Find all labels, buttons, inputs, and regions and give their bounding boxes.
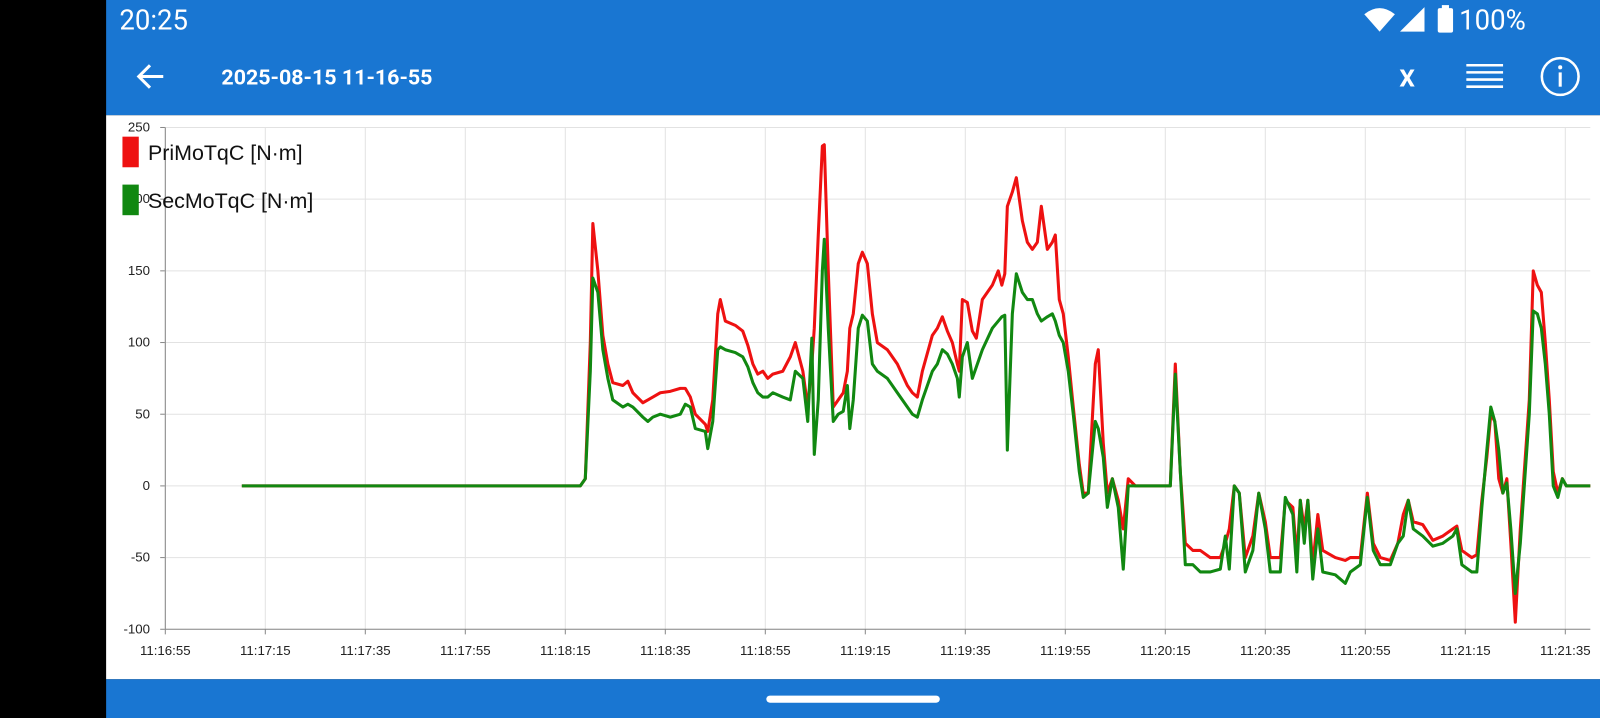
legend-swatch bbox=[122, 184, 139, 216]
y-tick-label: -100 bbox=[123, 621, 150, 636]
x-tick-label: 11:19:15 bbox=[840, 643, 891, 658]
home-indicator[interactable] bbox=[766, 695, 940, 703]
x-tick-label: 11:18:35 bbox=[640, 643, 691, 658]
x-tick-label: 11:17:55 bbox=[440, 643, 491, 658]
x-tick-label: 11:17:15 bbox=[240, 643, 291, 658]
x-tick-label: 11:19:55 bbox=[1040, 643, 1091, 658]
y-tick-label: 100 bbox=[128, 335, 150, 350]
info-button[interactable] bbox=[1540, 56, 1580, 97]
status-time: 20:25 bbox=[119, 4, 188, 37]
x-tick-label: 11:17:35 bbox=[340, 643, 391, 658]
x-tick-label: 11:19:35 bbox=[940, 643, 991, 658]
legend-label: SecMoTqC [N·m] bbox=[148, 189, 313, 213]
x-tick-label: 11:21:35 bbox=[1540, 643, 1591, 658]
app-header bbox=[106, 0, 1600, 116]
y-tick-label: 250 bbox=[128, 120, 150, 135]
back-button[interactable] bbox=[136, 64, 164, 89]
legend-swatch bbox=[122, 136, 139, 168]
x-tick-label: 11:21:15 bbox=[1440, 643, 1491, 658]
app-title: 2025-08-15 11-16-55 bbox=[221, 66, 432, 91]
y-tick-label: 0 bbox=[143, 478, 150, 493]
y-tick-label: -50 bbox=[131, 550, 150, 565]
x-tick-label: 11:16:55 bbox=[140, 643, 191, 658]
close-button[interactable]: X bbox=[1399, 64, 1415, 93]
legend-label: PriMoTqC [N·m] bbox=[148, 141, 303, 165]
x-tick-label: 11:20:35 bbox=[1240, 643, 1291, 658]
y-tick-label: 50 bbox=[135, 406, 150, 421]
list-button[interactable] bbox=[1466, 63, 1504, 88]
status-icons bbox=[1364, 5, 1454, 33]
x-tick-label: 11:18:15 bbox=[540, 643, 591, 658]
status-battery: 100% bbox=[1459, 4, 1526, 37]
left-bar bbox=[0, 0, 107, 718]
y-tick-label: 150 bbox=[128, 263, 150, 278]
series-line bbox=[241, 143, 1591, 624]
x-tick-label: 11:18:55 bbox=[740, 643, 791, 658]
x-tick-label: 11:20:15 bbox=[1140, 643, 1191, 658]
series-line bbox=[241, 237, 1591, 596]
x-tick-label: 11:20:55 bbox=[1340, 643, 1391, 658]
